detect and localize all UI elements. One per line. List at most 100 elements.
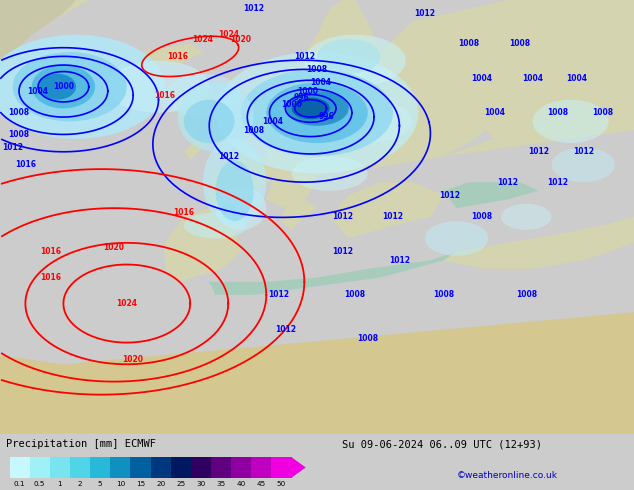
Text: 1012: 1012 [332,212,353,221]
Polygon shape [0,312,634,434]
Ellipse shape [216,187,266,230]
Polygon shape [380,0,634,156]
Text: 1000: 1000 [297,87,318,96]
Polygon shape [279,199,317,230]
Text: 1008: 1008 [515,291,537,299]
Bar [150,457,171,478]
Ellipse shape [533,100,609,143]
Text: 1004: 1004 [484,108,505,117]
Text: 1004: 1004 [27,87,49,96]
Polygon shape [266,122,330,165]
Text: 1000: 1000 [53,82,74,91]
Text: 5: 5 [98,481,103,487]
Text: 1008: 1008 [306,65,328,74]
Ellipse shape [165,74,241,117]
Text: 1016: 1016 [154,91,176,100]
Ellipse shape [285,91,349,126]
Polygon shape [444,182,539,208]
Bar [50,457,70,478]
Text: 1012: 1012 [439,191,461,199]
Text: 1008: 1008 [243,125,264,135]
Polygon shape [0,0,89,52]
Text: 1016: 1016 [173,208,195,217]
Polygon shape [0,0,76,65]
Text: 1000: 1000 [281,99,302,109]
Text: 1020: 1020 [230,34,252,44]
Ellipse shape [184,100,235,143]
Text: 20: 20 [156,481,165,487]
Ellipse shape [0,35,165,139]
Text: 996: 996 [319,112,334,121]
Text: 1020: 1020 [103,243,125,252]
Polygon shape [444,217,634,269]
Text: 1016: 1016 [40,273,61,282]
Text: 1008: 1008 [8,130,30,139]
Bar [90,457,110,478]
Ellipse shape [178,82,254,152]
Text: 35: 35 [216,481,226,487]
Text: 1008: 1008 [433,291,455,299]
Text: 1004: 1004 [262,117,283,126]
Text: 10: 10 [116,481,125,487]
Bar [191,457,211,478]
Ellipse shape [203,139,266,225]
Text: 1024: 1024 [116,299,138,308]
Text: 25: 25 [176,481,185,487]
Text: 1012: 1012 [268,291,290,299]
Bar [211,457,231,478]
Text: 1008: 1008 [8,108,30,117]
Polygon shape [266,156,317,208]
Ellipse shape [317,39,380,74]
Text: 1016: 1016 [40,247,61,256]
Text: 1012: 1012 [528,147,550,156]
Text: 1012: 1012 [573,147,594,156]
Text: 1012: 1012 [547,178,569,187]
Ellipse shape [108,61,209,113]
Ellipse shape [266,82,368,143]
Text: 1024: 1024 [192,34,214,44]
Text: 1012: 1012 [496,178,518,187]
Ellipse shape [323,100,412,143]
Polygon shape [292,457,306,478]
Ellipse shape [304,35,406,87]
Text: 2: 2 [78,481,82,487]
Polygon shape [139,44,203,65]
Text: 1004: 1004 [471,74,493,82]
Text: 0.1: 0.1 [14,481,25,487]
Ellipse shape [292,156,368,191]
Ellipse shape [38,74,76,100]
Text: 1008: 1008 [471,212,493,221]
Text: 40: 40 [236,481,246,487]
Text: 1004: 1004 [309,78,331,87]
Bar [131,457,151,478]
Text: Su 09-06-2024 06..09 UTC (12+93): Su 09-06-2024 06..09 UTC (12+93) [342,439,542,449]
Text: 30: 30 [197,481,205,487]
Text: Precipitation [mm] ECMWF: Precipitation [mm] ECMWF [6,439,157,449]
Polygon shape [254,78,495,182]
Text: 1008: 1008 [344,291,366,299]
Text: 45: 45 [257,481,266,487]
Text: 1: 1 [58,481,62,487]
Text: 1008: 1008 [357,334,378,343]
Text: 1016: 1016 [15,160,36,169]
Text: 1016: 1016 [167,52,188,61]
Text: 1012: 1012 [332,247,353,256]
Polygon shape [209,152,273,208]
Bar [251,457,271,478]
Ellipse shape [184,213,247,239]
Text: ©weatheronline.co.uk: ©weatheronline.co.uk [456,471,557,480]
Text: 1012: 1012 [2,143,23,152]
Ellipse shape [13,52,127,122]
Text: 1008: 1008 [458,39,480,48]
Text: 1012: 1012 [414,8,436,18]
Ellipse shape [216,160,254,221]
Bar [171,457,191,478]
Text: 1024: 1024 [217,30,239,39]
Bar [10,457,30,478]
Ellipse shape [425,221,488,256]
Text: 1004: 1004 [522,74,543,82]
Ellipse shape [292,98,330,119]
Text: 1008: 1008 [509,39,531,48]
Text: 1012: 1012 [294,52,315,61]
Text: 50: 50 [277,481,286,487]
